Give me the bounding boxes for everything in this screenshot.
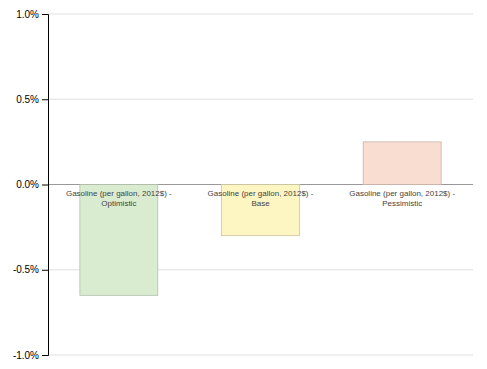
y-tick-mark: [42, 14, 48, 15]
y-tick-label: 0.0%: [16, 179, 39, 190]
category-label-line: Base: [251, 199, 270, 208]
grid-line: [48, 14, 473, 15]
category-label-line: Optimistic: [101, 199, 136, 208]
y-tick-label: 0.5%: [16, 94, 39, 105]
bars: [80, 142, 441, 295]
y-axis-line: [42, 15, 49, 356]
grid-line: [48, 355, 473, 356]
category-label: Gasoline (per gallon, 2012$) -Optimistic: [66, 189, 172, 208]
y-tick-mark: [42, 99, 48, 100]
y-tick: -0.5%: [13, 264, 48, 275]
y-tick-mark: [42, 185, 48, 186]
y-tick: 0.5%: [16, 94, 48, 105]
y-tick: 1.0%: [16, 9, 48, 20]
bar: [80, 185, 158, 296]
chart: -1.0% -0.5% 0.0% 0.5% 1.0% Gasoline (per gall…: [0, 0, 487, 369]
y-axis: -1.0% -0.5% 0.0% 0.5% 1.0%: [13, 9, 49, 361]
category-label: Gasoline (per gallon, 2012$) -Pessimisti…: [349, 189, 455, 208]
grid: [48, 14, 473, 355]
category-label-line: Gasoline (per gallon, 2012$) -: [66, 189, 172, 198]
y-tick: 0.0%: [16, 179, 48, 190]
category-label-line: Pessimistic: [382, 199, 422, 208]
y-tick-label: -0.5%: [13, 264, 39, 275]
category-label: Gasoline (per gallon, 2012$) -Base: [208, 189, 314, 208]
y-tick-mark: [42, 355, 48, 356]
y-tick-mark: [42, 270, 48, 271]
bar: [363, 142, 441, 185]
grid-line: [48, 99, 473, 100]
category-label-line: Gasoline (per gallon, 2012$) -: [349, 189, 455, 198]
y-tick-label: -1.0%: [13, 350, 39, 361]
y-tick: -1.0%: [13, 350, 48, 361]
category-labels: Gasoline (per gallon, 2012$) -Optimistic…: [66, 189, 456, 208]
category-label-line: Gasoline (per gallon, 2012$) -: [208, 189, 314, 198]
plot: -1.0% -0.5% 0.0% 0.5% 1.0% Gasoline (per gall…: [13, 9, 473, 361]
y-tick-label: 1.0%: [16, 9, 39, 20]
